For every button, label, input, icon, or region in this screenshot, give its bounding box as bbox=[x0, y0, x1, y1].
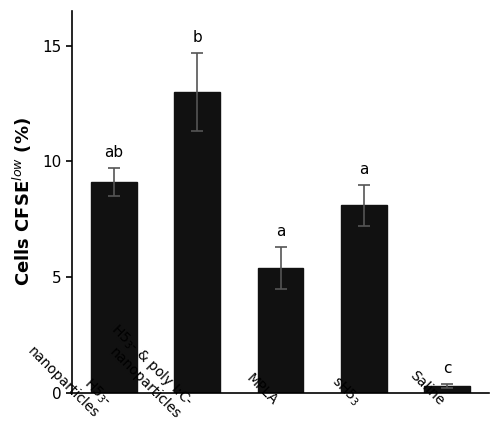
Y-axis label: Cells CFSE$^{low}$ (%): Cells CFSE$^{low}$ (%) bbox=[11, 117, 34, 287]
Bar bbox=[174, 92, 220, 393]
Bar bbox=[424, 386, 470, 393]
Bar bbox=[258, 268, 304, 393]
Text: a: a bbox=[359, 162, 368, 177]
Text: b: b bbox=[192, 29, 202, 45]
Text: c: c bbox=[443, 361, 452, 376]
Bar bbox=[341, 205, 386, 393]
Text: ab: ab bbox=[104, 145, 124, 160]
Text: a: a bbox=[276, 224, 285, 239]
Bar bbox=[91, 182, 137, 393]
